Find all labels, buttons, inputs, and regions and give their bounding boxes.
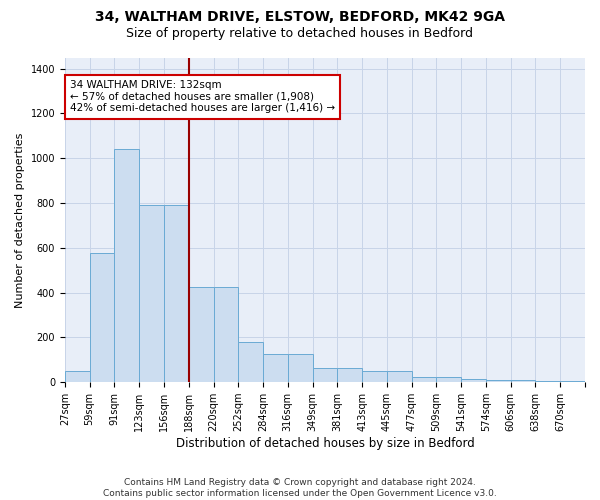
Bar [164,206,189,382]
Bar [139,206,164,382]
Bar [214,287,238,382]
Bar [288,354,313,382]
Bar [486,380,511,382]
Text: 34 WALTHAM DRIVE: 132sqm
← 57% of detached houses are smaller (1,908)
42% of sem: 34 WALTHAM DRIVE: 132sqm ← 57% of detach… [70,80,335,114]
Bar [65,371,89,382]
Bar [313,368,337,382]
Bar [387,371,412,382]
Bar [436,376,461,382]
Bar [238,342,263,382]
Text: 34, WALTHAM DRIVE, ELSTOW, BEDFORD, MK42 9GA: 34, WALTHAM DRIVE, ELSTOW, BEDFORD, MK42… [95,10,505,24]
Bar [412,376,436,382]
Bar [535,381,560,382]
Bar [337,368,362,382]
Text: Contains HM Land Registry data © Crown copyright and database right 2024.
Contai: Contains HM Land Registry data © Crown c… [103,478,497,498]
Bar [362,371,387,382]
Bar [189,287,214,382]
Bar [115,150,139,382]
Bar [263,354,288,382]
X-axis label: Distribution of detached houses by size in Bedford: Distribution of detached houses by size … [176,437,475,450]
Y-axis label: Number of detached properties: Number of detached properties [15,132,25,308]
Bar [89,254,115,382]
Bar [511,380,535,382]
Bar [461,379,486,382]
Bar [560,381,585,382]
Text: Size of property relative to detached houses in Bedford: Size of property relative to detached ho… [127,28,473,40]
